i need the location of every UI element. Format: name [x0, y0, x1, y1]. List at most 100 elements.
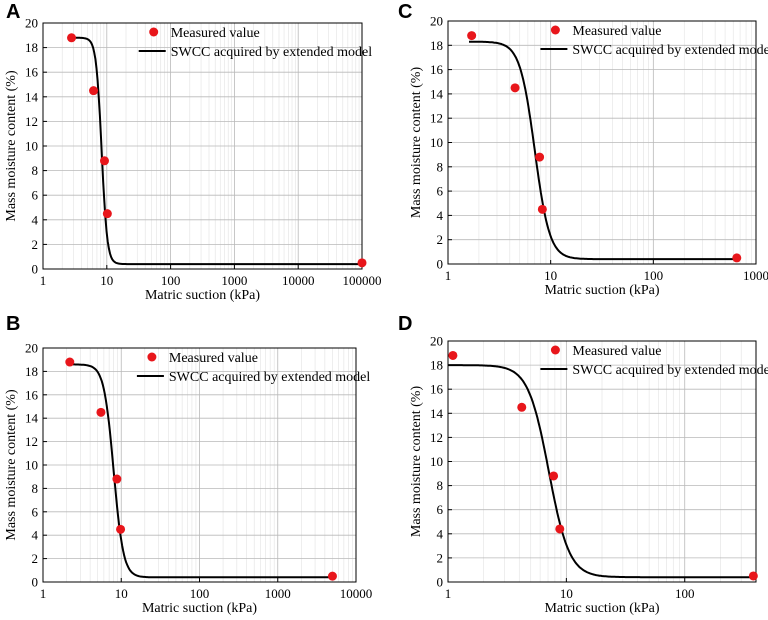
measured-point — [535, 152, 545, 162]
y-tick-label: 8 — [32, 163, 39, 178]
measured-point — [732, 253, 742, 263]
measured-point — [510, 83, 520, 93]
x-tick-label: 10000 — [340, 586, 373, 601]
legend: Measured value SWCC acquired by extended … — [136, 351, 371, 385]
y-tick-label: 10 — [25, 139, 38, 154]
y-tick-label: 20 — [430, 14, 443, 29]
y-axis-title: Mass moisture content (%) — [409, 386, 424, 538]
x-tick-label: 1 — [40, 586, 47, 601]
measured-point — [537, 204, 547, 214]
y-tick-label: 16 — [25, 65, 39, 80]
legend-label-curve: SWCC acquired by extended model — [171, 45, 373, 60]
measured-point — [517, 402, 527, 412]
legend-label-curve: SWCC acquired by extended model — [572, 43, 768, 58]
legend-label-measured: Measured value — [572, 344, 661, 359]
y-tick-label: 12 — [430, 111, 443, 126]
y-tick-label: 0 — [32, 575, 39, 590]
chart-panel-c: C 1 10 100 1000 0 2 4 6 8 10 12 14 16 18 20 Matric sucti… — [398, 1, 768, 298]
legend-label-measured: Measured value — [171, 26, 260, 41]
legend-marker-measured — [149, 27, 159, 37]
x-axis-title: Matric suction (kPa) — [544, 601, 659, 616]
y-tick-label: 20 — [25, 341, 38, 356]
y-tick-label: 0 — [32, 262, 39, 277]
measured-point — [67, 33, 77, 43]
x-tick-label: 1 — [445, 586, 452, 601]
swcc-curve — [448, 364, 754, 579]
y-tick-label: 4 — [437, 526, 444, 541]
y-tick-label: 2 — [32, 551, 39, 566]
chart-panel-d: D 1 10 100 0 2 4 6 8 10 12 14 16 18 20 Matric suction (… — [398, 313, 768, 616]
measured-point — [65, 357, 75, 367]
y-tick-label: 4 — [32, 212, 39, 227]
y-tick-label: 6 — [32, 188, 39, 203]
legend-marker-measured — [147, 352, 157, 362]
y-tick-label: 8 — [437, 159, 444, 174]
swcc-curve — [69, 36, 362, 266]
measured-point — [327, 571, 337, 581]
legend-label-measured: Measured value — [572, 24, 661, 39]
y-axis-title: Mass moisture content (%) — [4, 389, 19, 541]
x-tick-label: 1000 — [265, 586, 291, 601]
y-tick-label: 16 — [430, 62, 444, 77]
measured-point — [99, 156, 109, 166]
panel-letter: A — [6, 1, 20, 23]
y-tick-label: 2 — [32, 237, 39, 252]
measured-point — [89, 86, 99, 96]
y-tick-label: 2 — [437, 232, 444, 247]
panel-letter: C — [398, 1, 412, 23]
x-tick-label: 100 — [161, 273, 181, 288]
y-tick-label: 14 — [430, 86, 444, 101]
chart-panel-a: A 1 10 100 1000 10000 100000 0 2 4 6 8 10 12 14 16 18 20 M… — [4, 1, 382, 303]
y-tick-label: 12 — [430, 430, 443, 445]
measured-point — [448, 350, 458, 360]
panel-letter: D — [398, 313, 412, 335]
y-tick-label: 0 — [437, 257, 444, 272]
y-tick-label: 2 — [437, 550, 444, 565]
x-axis-title: Matric suction (kPa) — [145, 288, 260, 303]
y-tick-label: 6 — [32, 504, 39, 519]
swcc-curve — [469, 40, 741, 261]
y-tick-label: 10 — [430, 135, 443, 150]
y-tick-label: 18 — [25, 40, 38, 55]
x-tick-label: 100 — [675, 586, 695, 601]
swcc-curve — [68, 363, 333, 579]
panel-letter: B — [6, 313, 20, 335]
x-tick-label: 1 — [40, 273, 47, 288]
measured-point — [467, 31, 477, 41]
y-tick-label: 20 — [25, 16, 38, 31]
x-tick-label: 100 — [190, 586, 210, 601]
legend-label-curve: SWCC acquired by extended model — [169, 370, 371, 385]
y-tick-label: 20 — [430, 334, 443, 349]
y-tick-label: 12 — [25, 114, 38, 129]
legend: Measured value SWCC acquired by extended … — [540, 24, 768, 58]
y-tick-label: 6 — [437, 502, 444, 517]
measured-point — [116, 524, 126, 534]
y-tick-label: 14 — [430, 406, 444, 421]
y-tick-label: 18 — [430, 358, 443, 373]
x-tick-label: 10 — [544, 268, 557, 283]
y-tick-label: 10 — [25, 458, 38, 473]
x-tick-label: 1000 — [743, 268, 768, 283]
y-tick-label: 16 — [25, 387, 39, 402]
chart-panel-b: B 1 10 100 1000 10000 0 2 4 6 8 10 12 14 16 18 20 Matric … — [4, 313, 372, 616]
x-tick-label: 100000 — [343, 273, 382, 288]
measured-point — [112, 474, 122, 484]
y-tick-label: 6 — [437, 184, 444, 199]
y-tick-label: 14 — [25, 89, 39, 104]
y-tick-label: 10 — [430, 454, 443, 469]
x-axis-title: Matric suction (kPa) — [544, 283, 659, 298]
y-tick-label: 12 — [25, 434, 38, 449]
y-tick-label: 8 — [32, 481, 39, 496]
x-tick-label: 10 — [560, 586, 573, 601]
y-tick-label: 14 — [25, 411, 39, 426]
y-tick-label: 8 — [437, 478, 444, 493]
x-tick-label: 1000 — [221, 273, 247, 288]
legend: Measured value SWCC acquired by extended … — [540, 344, 768, 378]
legend: Measured value SWCC acquired by extended … — [138, 26, 373, 60]
measured-point — [549, 471, 559, 481]
x-tick-label: 10 — [115, 586, 128, 601]
measured-point — [96, 407, 106, 417]
legend-label-measured: Measured value — [169, 351, 258, 366]
measured-point — [357, 258, 367, 268]
